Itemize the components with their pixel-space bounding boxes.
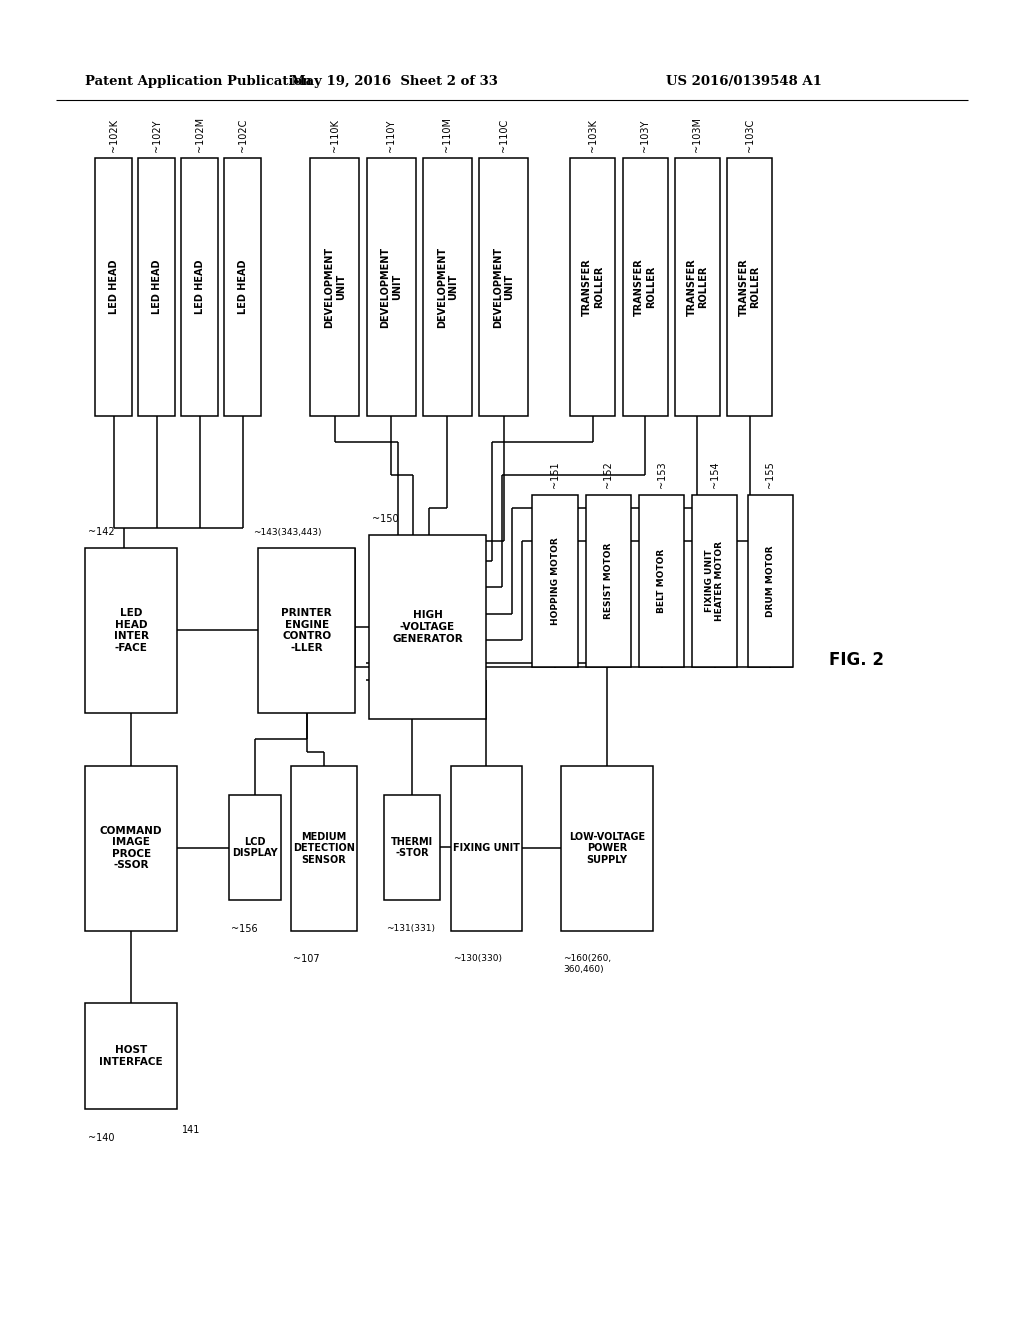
Text: DEVELOPMENT
UNIT: DEVELOPMENT UNIT bbox=[380, 247, 402, 327]
Text: HOST
INTERFACE: HOST INTERFACE bbox=[99, 1045, 163, 1067]
Text: LED HEAD: LED HEAD bbox=[152, 260, 162, 314]
Text: TRANSFER
ROLLER: TRANSFER ROLLER bbox=[582, 259, 604, 315]
Bar bbox=[423, 158, 472, 416]
Bar bbox=[367, 158, 416, 416]
Text: ~103C: ~103C bbox=[744, 119, 755, 152]
Text: DEVELOPMENT
UNIT: DEVELOPMENT UNIT bbox=[324, 247, 346, 327]
Bar bbox=[727, 158, 772, 416]
Text: HIGH
-VOLTAGE
GENERATOR: HIGH -VOLTAGE GENERATOR bbox=[392, 610, 463, 644]
Bar bbox=[586, 495, 631, 667]
Text: ~110Y: ~110Y bbox=[386, 119, 396, 152]
Bar bbox=[138, 158, 175, 416]
Text: DEVELOPMENT
UNIT: DEVELOPMENT UNIT bbox=[436, 247, 459, 327]
Text: US 2016/0139548 A1: US 2016/0139548 A1 bbox=[666, 75, 821, 88]
Text: ~154: ~154 bbox=[710, 462, 720, 488]
Bar bbox=[532, 495, 578, 667]
Text: THERMI
-STOR: THERMI -STOR bbox=[391, 837, 433, 858]
Text: PRINTER
ENGINE
CONTRO
-LLER: PRINTER ENGINE CONTRO -LLER bbox=[282, 609, 332, 652]
Text: ~151: ~151 bbox=[550, 462, 560, 488]
Text: ~107: ~107 bbox=[293, 954, 319, 965]
Text: RESIST MOTOR: RESIST MOTOR bbox=[604, 543, 612, 619]
Text: TRANSFER
ROLLER: TRANSFER ROLLER bbox=[738, 259, 761, 315]
Text: DEVELOPMENT
UNIT: DEVELOPMENT UNIT bbox=[493, 247, 515, 327]
Text: May 19, 2016  Sheet 2 of 33: May 19, 2016 Sheet 2 of 33 bbox=[291, 75, 498, 88]
Bar bbox=[675, 158, 720, 416]
Text: FIXING UNIT: FIXING UNIT bbox=[453, 843, 520, 853]
Text: LCD
DISPLAY: LCD DISPLAY bbox=[232, 837, 278, 858]
Text: ~102K: ~102K bbox=[109, 119, 119, 152]
Text: ~102Y: ~102Y bbox=[152, 119, 162, 152]
Text: ~131(331): ~131(331) bbox=[386, 924, 435, 933]
Text: ~110M: ~110M bbox=[442, 116, 453, 152]
Bar bbox=[291, 766, 357, 931]
Bar bbox=[224, 158, 261, 416]
Text: LED
HEAD
INTER
-FACE: LED HEAD INTER -FACE bbox=[114, 609, 148, 652]
Text: LED HEAD: LED HEAD bbox=[238, 260, 248, 314]
Bar bbox=[623, 158, 668, 416]
Text: ~103Y: ~103Y bbox=[640, 119, 650, 152]
Bar bbox=[310, 158, 359, 416]
Bar bbox=[95, 158, 132, 416]
Bar bbox=[451, 766, 522, 931]
Text: ~130(330): ~130(330) bbox=[453, 954, 502, 964]
Bar bbox=[229, 795, 281, 900]
Text: ~155: ~155 bbox=[765, 462, 775, 488]
Bar bbox=[85, 766, 177, 931]
Text: DRUM MOTOR: DRUM MOTOR bbox=[766, 545, 774, 616]
Bar bbox=[181, 158, 218, 416]
Text: ~110K: ~110K bbox=[330, 119, 340, 152]
Bar bbox=[384, 795, 440, 900]
Text: ~153: ~153 bbox=[656, 462, 667, 488]
Text: LED HEAD: LED HEAD bbox=[195, 260, 205, 314]
Text: FIG. 2: FIG. 2 bbox=[829, 651, 885, 669]
Text: Patent Application Publication: Patent Application Publication bbox=[85, 75, 311, 88]
Bar bbox=[85, 1003, 177, 1109]
Text: HOPPING MOTOR: HOPPING MOTOR bbox=[551, 537, 559, 624]
Bar bbox=[479, 158, 528, 416]
Bar bbox=[639, 495, 684, 667]
Text: BELT MOTOR: BELT MOTOR bbox=[657, 549, 666, 612]
Text: FIXING UNIT
HEATER MOTOR: FIXING UNIT HEATER MOTOR bbox=[706, 541, 724, 620]
Text: ~150: ~150 bbox=[372, 513, 398, 524]
Text: ~152: ~152 bbox=[603, 462, 613, 488]
Text: ~103K: ~103K bbox=[588, 119, 598, 152]
Text: 141: 141 bbox=[182, 1125, 201, 1135]
Text: ~142: ~142 bbox=[88, 527, 115, 537]
Text: ~102C: ~102C bbox=[238, 119, 248, 152]
Text: ~110C: ~110C bbox=[499, 119, 509, 152]
Text: TRANSFER
ROLLER: TRANSFER ROLLER bbox=[686, 259, 709, 315]
Text: MEDIUM
DETECTION
SENSOR: MEDIUM DETECTION SENSOR bbox=[293, 832, 355, 865]
Text: ~102M: ~102M bbox=[195, 116, 205, 152]
Text: LED HEAD: LED HEAD bbox=[109, 260, 119, 314]
Text: ~160(260,
360,460): ~160(260, 360,460) bbox=[563, 954, 611, 974]
Text: LOW-VOLTAGE
POWER
SUPPLY: LOW-VOLTAGE POWER SUPPLY bbox=[569, 832, 645, 865]
Bar bbox=[570, 158, 615, 416]
Text: TRANSFER
ROLLER: TRANSFER ROLLER bbox=[634, 259, 656, 315]
Text: ~140: ~140 bbox=[88, 1133, 115, 1143]
Bar bbox=[692, 495, 737, 667]
Bar bbox=[85, 548, 177, 713]
Text: ~103M: ~103M bbox=[692, 116, 702, 152]
Bar bbox=[258, 548, 355, 713]
Text: COMMAND
IMAGE
PROCE
-SSOR: COMMAND IMAGE PROCE -SSOR bbox=[99, 826, 163, 870]
Bar bbox=[369, 535, 486, 719]
Text: ~156: ~156 bbox=[231, 924, 258, 935]
Bar bbox=[561, 766, 653, 931]
Text: ~143(343,443): ~143(343,443) bbox=[253, 528, 322, 537]
Bar bbox=[748, 495, 793, 667]
